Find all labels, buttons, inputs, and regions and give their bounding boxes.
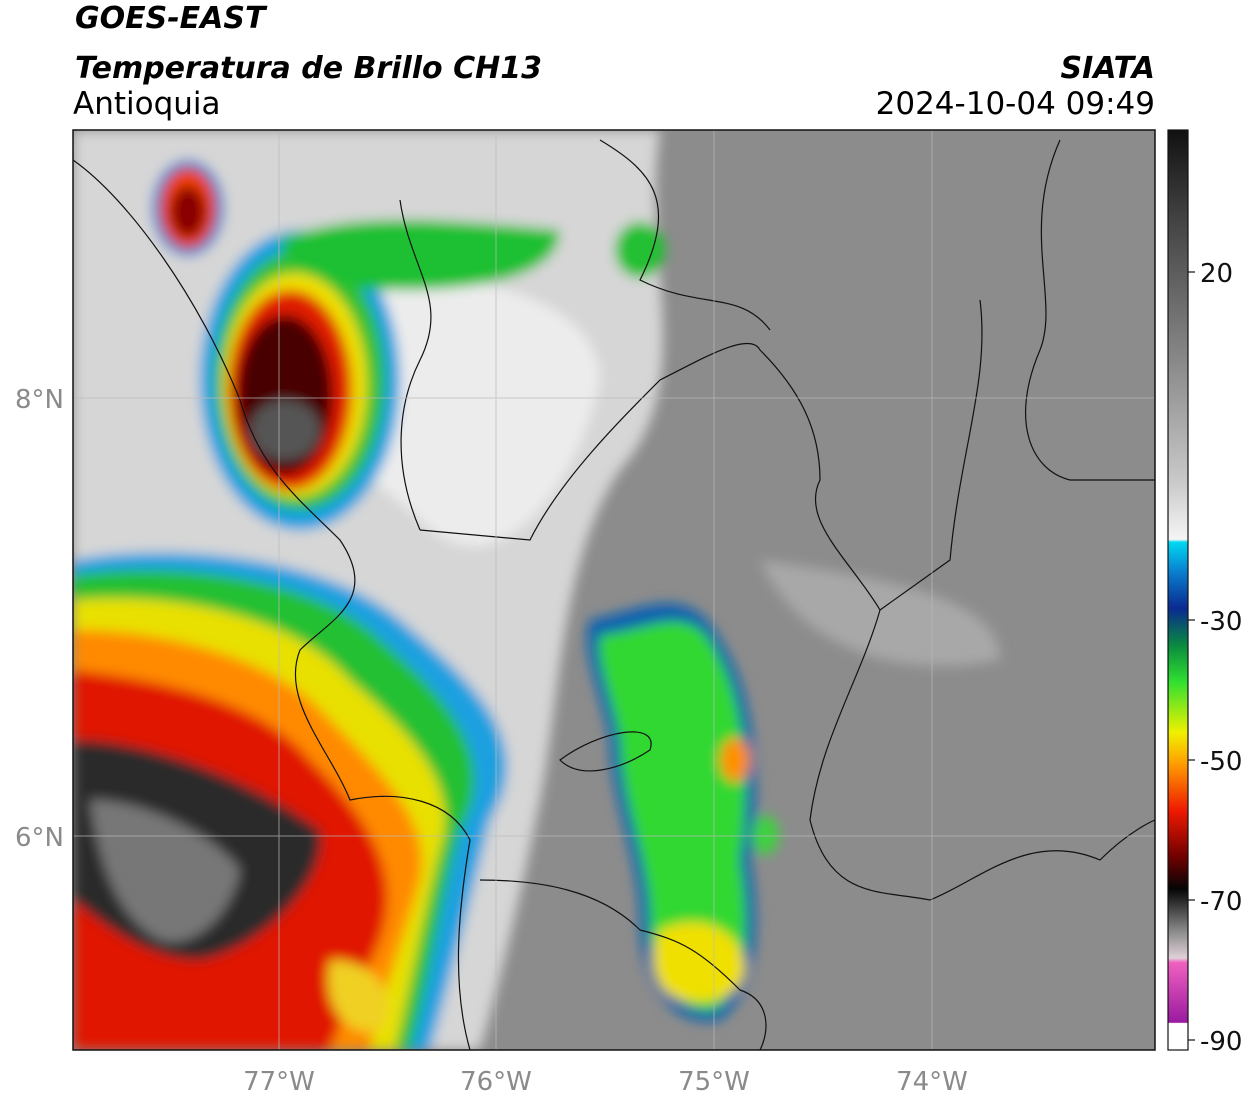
x-tick-label: 74°W <box>896 1067 968 1097</box>
colorbar-label: -50 <box>1200 747 1242 777</box>
borders <box>73 139 1155 1050</box>
colorbar-scale <box>1167 129 1189 1051</box>
source: SIATA <box>1061 51 1155 86</box>
title: GOES-EAST <box>75 1 268 36</box>
y-axis: 8°N 6°N <box>15 385 64 853</box>
colorbar-label: -70 <box>1200 887 1242 917</box>
y-tick-label: 8°N <box>15 385 64 415</box>
colorbar-label: -30 <box>1200 607 1242 637</box>
datetime: 2024-10-04 09:49 <box>876 86 1155 122</box>
x-tick-label: 77°W <box>243 1067 315 1097</box>
colorbar: 20 -30 -50 -70 -90 <box>1167 129 1242 1057</box>
x-axis: 77°W 76°W 75°W 74°W <box>243 1067 968 1097</box>
region: Antioquia <box>73 86 221 122</box>
y-tick-label: 6°N <box>15 823 64 853</box>
colorbar-label: 20 <box>1200 259 1233 289</box>
map-frame <box>72 129 1156 1051</box>
subtitle: Temperatura de Brillo CH13 <box>75 51 542 86</box>
x-tick-label: 75°W <box>678 1067 750 1097</box>
colorbar-label: -90 <box>1200 1027 1242 1057</box>
x-tick-label: 76°W <box>460 1067 532 1097</box>
map <box>73 130 1155 1050</box>
grid <box>73 130 1155 1050</box>
